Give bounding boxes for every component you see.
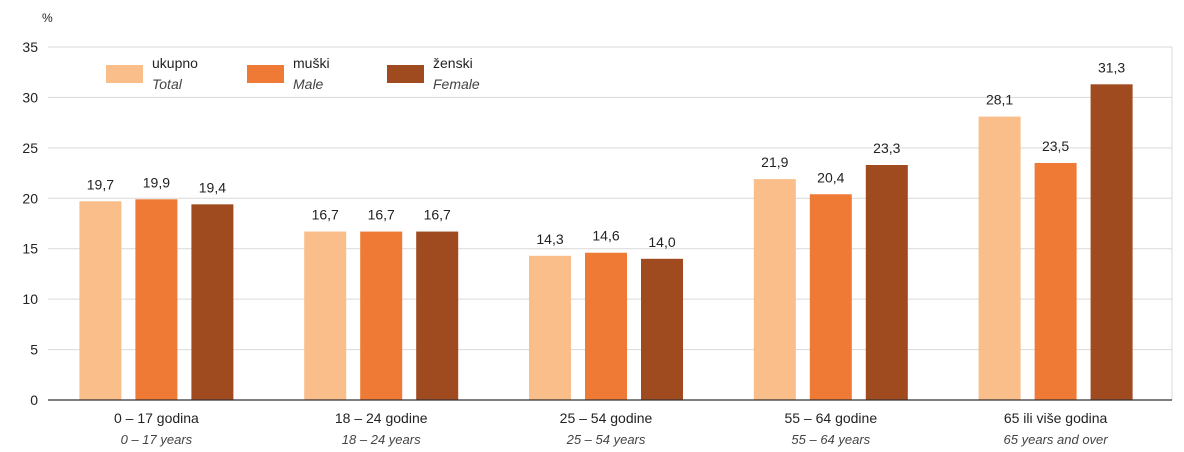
bars: 19,7 19,9 19,4 16,7 16,7 16,7 14,3 14,6 14,0 21,9… [79,59,1133,401]
bar-female [641,258,683,400]
legend-label: ukupno [152,55,198,71]
x-tick-label-en: 25 – 54 years [566,432,646,447]
bar-total [753,179,796,400]
x-tick-label: 18 – 24 godine [335,410,428,426]
legend-label-en: Female [433,76,480,92]
bar-male [809,194,852,400]
y-tick-label: 20 [22,190,38,206]
bar-total [79,201,122,400]
data-label: 19,7 [87,176,114,192]
data-label: 19,4 [199,179,226,195]
bar-total [529,255,571,400]
bar-male [360,231,403,400]
x-tick-label-en: 0 – 17 years [121,432,193,447]
data-label: 21,9 [761,154,788,170]
legend: ukupno Total muški Male ženski Female [106,55,480,92]
y-tick-label: 10 [22,291,38,307]
x-tick-label-en: 55 – 64 years [791,432,870,447]
legend-label-en: Total [152,76,183,92]
legend-label: muški [293,55,330,71]
data-label: 16,7 [312,207,339,223]
data-label: 31,3 [1098,59,1125,75]
x-tick-label: 55 – 64 godine [784,410,877,426]
y-tick-label: 35 [22,39,38,55]
legend-swatch-total [106,65,143,83]
y-tick-label: 30 [22,89,38,105]
legend-swatch-female [387,65,424,83]
legend-label-en: Male [293,76,324,92]
bar-male [1034,162,1077,400]
data-label: 20,4 [817,169,844,185]
x-tick-label-en: 65 years and over [1004,432,1109,447]
x-tick-label: 65 ili više godina [1004,410,1108,426]
bar-female [191,204,234,400]
y-tick-label: 0 [30,392,38,408]
bar-female [865,165,908,400]
x-tick-label-en: 18 – 24 years [342,432,421,447]
y-unit-label: % [42,11,53,25]
data-label: 23,5 [1042,138,1069,154]
gridlines [48,46,1173,400]
data-label: 16,7 [424,207,451,223]
y-tick-label: 5 [30,342,38,358]
bar-male [135,199,178,400]
y-axis: 0 5 10 15 20 25 30 35 [22,39,38,408]
x-axis: 0 – 17 godina 0 – 17 years 18 – 24 godine 1… [48,399,1172,447]
x-tick-label: 25 – 54 godine [560,410,653,426]
data-label: 23,3 [873,140,900,156]
data-label: 14,3 [536,231,563,247]
bar-female [1090,84,1133,401]
bar-male [585,252,627,400]
data-label: 14,0 [648,234,675,250]
y-tick-label: 25 [22,140,38,156]
x-tick-label: 0 – 17 godina [114,410,199,426]
data-label: 19,9 [143,174,170,190]
data-label: 14,6 [592,228,619,244]
legend-swatch-male [247,65,284,83]
bar-female [416,231,459,400]
bar-total [978,116,1021,400]
legend-label: ženski [433,55,473,71]
y-tick-label: 15 [22,241,38,257]
data-label: 28,1 [986,92,1013,108]
data-label: 16,7 [368,207,395,223]
bar-total [304,231,347,400]
